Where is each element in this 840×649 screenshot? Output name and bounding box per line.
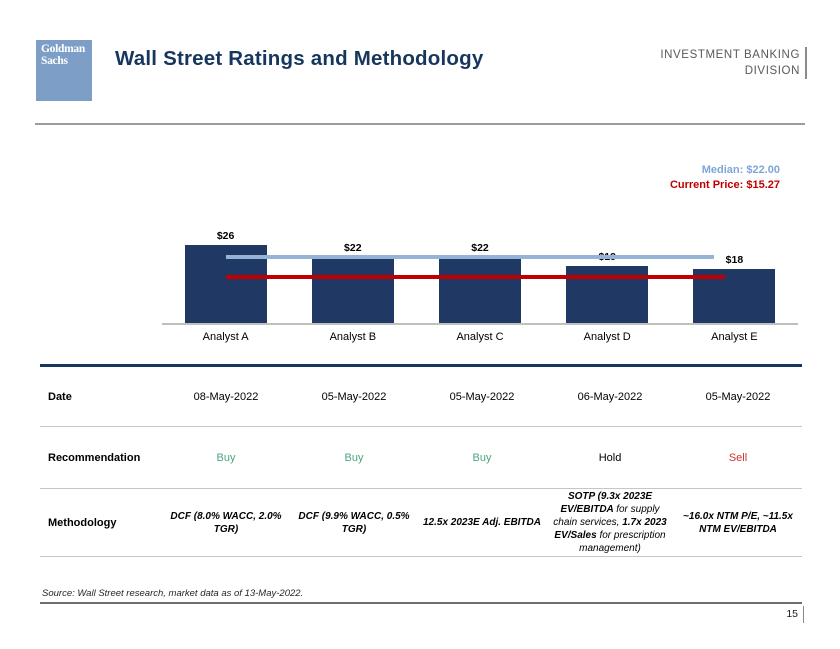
- footer-divider: [40, 602, 802, 604]
- table-row-methodology: Methodology DCF (8.0% WACC, 2.0% TGR) DCF …: [40, 489, 802, 557]
- median-label: Median: $22.00: [701, 164, 780, 176]
- bar-value-label: $22: [344, 242, 362, 254]
- chart-category-axis: Analyst A Analyst B Analyst C Analyst D Anal…: [162, 331, 798, 343]
- current-price-label: Current Price: $15.27: [669, 179, 780, 191]
- page-title: Wall Street Ratings and Methodology: [115, 47, 484, 70]
- chart-column: $22: [289, 208, 416, 323]
- methodology-segment: for prescription management): [579, 530, 666, 554]
- analyst-label: Analyst D: [583, 331, 631, 343]
- logo-text-line1: Goldman: [41, 43, 85, 55]
- division-line1: INVESTMENT BANKING: [660, 49, 800, 61]
- methodology-segment: for supply chain services,: [553, 504, 660, 528]
- methodology-segment: 1.7x 2023 EV/Sales: [554, 517, 667, 541]
- methodology-segment: 12.5x 2023E Adj. EBITDA: [422, 517, 541, 528]
- analyst-label: Analyst A: [202, 331, 249, 343]
- logo-text-line2: Sachs: [41, 54, 68, 67]
- table-cell: 05-May-2022: [321, 390, 387, 403]
- table-cell: Sell: [728, 451, 748, 464]
- price-target-chart: $26 $22 $22 $19 $18: [162, 208, 798, 325]
- price-reference-labels: Median: $22.00 Current Price: $15.27: [670, 163, 780, 193]
- table-cell: DCF (9.9% WACC, 0.5% TGR): [290, 510, 418, 536]
- analyst-label: Analyst B: [329, 331, 377, 343]
- price-target-bar: [439, 257, 521, 323]
- analyst-label: Analyst E: [711, 331, 758, 343]
- analyst-label: Analyst C: [456, 331, 504, 343]
- page-number: 15: [786, 606, 804, 623]
- row-label: Methodology: [48, 516, 117, 529]
- table-cell: 12.5x 2023E Adj. EBITDA: [418, 516, 546, 529]
- ratings-table: Date 08-May-2022 05-May-2022 05-May-2022 06-…: [40, 364, 802, 557]
- table-cell: Buy: [472, 451, 492, 464]
- price-target-bar: [311, 257, 394, 323]
- bar-value-label: $18: [725, 254, 744, 266]
- methodology-segment: DCF (8.0% WACC, 2.0% TGR): [170, 510, 282, 535]
- table-cell: Buy: [344, 451, 364, 464]
- chart-column: $22: [416, 208, 543, 323]
- bar-value-label: $22: [471, 242, 489, 254]
- table-cell: Hold: [598, 451, 622, 464]
- header-divider: [35, 123, 805, 125]
- chart-column: $26: [162, 208, 289, 323]
- chart-column: $19: [544, 208, 671, 323]
- source-note: Source: Wall Street research, market dat…: [42, 588, 304, 599]
- table-cell: 06-May-2022: [577, 390, 643, 403]
- row-label: Recommendation: [48, 451, 141, 464]
- table-cell: Buy: [216, 451, 236, 464]
- table-cell: 05-May-2022: [705, 390, 771, 403]
- table-cell: SOTP (9.3x 2023E EV/EBITDA for supply ch…: [546, 490, 674, 555]
- methodology-segment: SOTP (9.3x 2023E EV/EBITDA: [560, 491, 653, 515]
- goldman-sachs-logo: Goldman Sachs: [36, 40, 92, 101]
- division-line2: DIVISION: [744, 65, 800, 77]
- chart-column: $18: [671, 208, 798, 323]
- table-cell: ~16.0x NTM P/E, ~11.5x NTM EV/EBITDA: [674, 510, 802, 536]
- division-label: INVESTMENT BANKING DIVISION: [660, 47, 807, 79]
- table-cell: DCF (8.0% WACC, 2.0% TGR): [162, 510, 290, 536]
- methodology-segment: DCF (9.9% WACC, 0.5% TGR): [298, 510, 410, 535]
- table-cell: 05-May-2022: [449, 390, 515, 403]
- table-cell: 08-May-2022: [193, 390, 259, 403]
- median-line: [225, 255, 715, 259]
- methodology-segment: ~16.0x NTM P/E, ~11.5x NTM EV/EBITDA: [683, 510, 793, 535]
- row-label: Date: [48, 390, 72, 403]
- table-row-recommendation: Recommendation Buy Buy Buy Hold Sell: [40, 427, 802, 489]
- table-row-date: Date 08-May-2022 05-May-2022 05-May-2022 06-…: [40, 367, 802, 427]
- current-price-line: [225, 275, 726, 280]
- bar-value-label: $26: [216, 230, 235, 242]
